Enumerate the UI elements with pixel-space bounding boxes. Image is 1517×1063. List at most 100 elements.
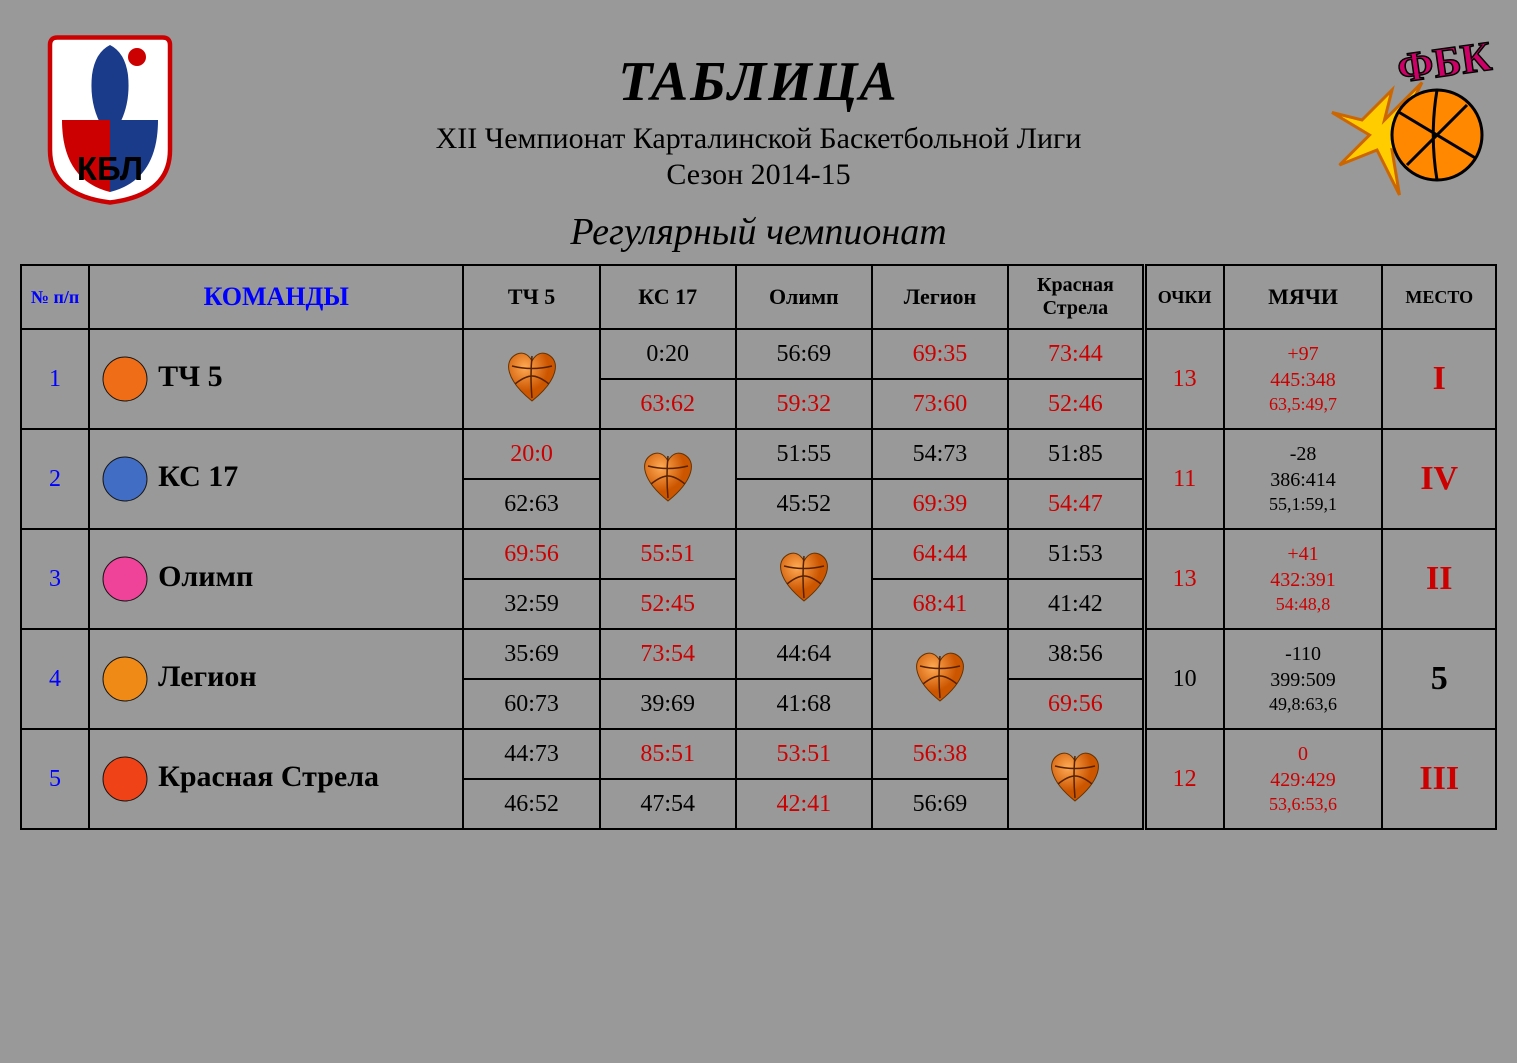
- score-cell: 0:20: [600, 329, 736, 379]
- score-cell: 60:73: [463, 679, 599, 729]
- score-cell: 55:51: [600, 529, 736, 579]
- main-title: ТАБЛИЦА: [200, 50, 1317, 114]
- score-cell: 51:53: [1008, 529, 1144, 579]
- score-cell: 47:54: [600, 779, 736, 829]
- score-cell: 46:52: [463, 779, 599, 829]
- score-cell: 53:51: [736, 729, 872, 779]
- points-cell: 13: [1144, 529, 1223, 629]
- balls-cell: 0429:42953,6:53,6: [1224, 729, 1383, 829]
- col-balls: МЯЧИ: [1224, 265, 1383, 329]
- balls-avg: 54:48,8: [1229, 593, 1378, 616]
- score-cell: 44:73: [463, 729, 599, 779]
- balls-avg: 63,5:49,7: [1229, 393, 1378, 416]
- score-cell: 41:68: [736, 679, 872, 729]
- row-num: 2: [21, 429, 89, 529]
- table-row: 5Красная Стрела44:7385:5153:5156:3812042…: [21, 729, 1496, 779]
- score-cell: 35:69: [463, 629, 599, 679]
- score-cell: 54:73: [872, 429, 1008, 479]
- balls-ratio: 386:414: [1229, 467, 1378, 493]
- place-cell: III: [1382, 729, 1496, 829]
- balls-diff: -28: [1229, 441, 1378, 467]
- season: Сезон 2014-15: [200, 158, 1317, 192]
- table-row: 2КС 1720:051:5554:7351:8511-28386:41455,…: [21, 429, 1496, 479]
- score-cell: 69:56: [463, 529, 599, 579]
- place-cell: I: [1382, 329, 1496, 429]
- row-num: 4: [21, 629, 89, 729]
- diagonal-cell: [872, 629, 1008, 729]
- score-cell: 73:44: [1008, 329, 1144, 379]
- points-cell: 10: [1144, 629, 1223, 729]
- table-row: 3Олимп69:5655:5164:4451:5313+41432:39154…: [21, 529, 1496, 579]
- balls-diff: +41: [1229, 541, 1378, 567]
- balls-cell: +97445:34863,5:49,7: [1224, 329, 1383, 429]
- header-row: № п/п КОМАНДЫ ТЧ 5 КС 17 Олимп Легион Кр…: [21, 265, 1496, 329]
- col-opp-4: Красная Стрела: [1008, 265, 1144, 329]
- score-cell: 52:46: [1008, 379, 1144, 429]
- row-num: 5: [21, 729, 89, 829]
- col-opp-3: Легион: [872, 265, 1008, 329]
- team-name-cell: Легион: [89, 629, 463, 729]
- score-cell: 32:59: [463, 579, 599, 629]
- cursive-subtitle: Регулярный чемпионат: [200, 210, 1317, 254]
- score-cell: 69:39: [872, 479, 1008, 529]
- place-cell: IV: [1382, 429, 1496, 529]
- score-cell: 42:41: [736, 779, 872, 829]
- col-opp-0: ТЧ 5: [463, 265, 599, 329]
- team-name: Красная Стрела: [158, 760, 379, 793]
- balls-ratio: 399:509: [1229, 667, 1378, 693]
- standings-table: № п/п КОМАНДЫ ТЧ 5 КС 17 Олимп Легион Кр…: [20, 264, 1497, 830]
- points-cell: 12: [1144, 729, 1223, 829]
- place-cell: 5: [1382, 629, 1496, 729]
- balls-cell: -28386:41455,1:59,1: [1224, 429, 1383, 529]
- score-cell: 56:69: [736, 329, 872, 379]
- col-points: ОЧКИ: [1144, 265, 1223, 329]
- col-num: № п/п: [21, 265, 89, 329]
- score-cell: 38:56: [1008, 629, 1144, 679]
- table-row: 1ТЧ 50:2056:6969:3573:4413+97445:34863,5…: [21, 329, 1496, 379]
- team-name-cell: ТЧ 5: [89, 329, 463, 429]
- svg-text:КБЛ: КБЛ: [77, 150, 143, 187]
- score-cell: 69:35: [872, 329, 1008, 379]
- score-cell: 20:0: [463, 429, 599, 479]
- balls-ratio: 432:391: [1229, 567, 1378, 593]
- header: КБЛ ТАБЛИЦА XII Чемпионат Карталинской Б…: [20, 20, 1497, 254]
- logo-left-kbl: КБЛ: [20, 20, 200, 220]
- score-cell: 45:52: [736, 479, 872, 529]
- points-cell: 13: [1144, 329, 1223, 429]
- score-cell: 85:51: [600, 729, 736, 779]
- score-cell: 63:62: [600, 379, 736, 429]
- col-teams: КОМАНДЫ: [89, 265, 463, 329]
- svg-text:ФБК: ФБК: [1394, 34, 1494, 93]
- balls-diff: +97: [1229, 341, 1378, 367]
- diagonal-cell: [736, 529, 872, 629]
- logo-right-fbk: ФБК: [1317, 20, 1497, 220]
- score-cell: 41:42: [1008, 579, 1144, 629]
- diagonal-cell: [600, 429, 736, 529]
- score-cell: 56:38: [872, 729, 1008, 779]
- score-cell: 73:60: [872, 379, 1008, 429]
- col-opp-1: КС 17: [600, 265, 736, 329]
- balls-ratio: 429:429: [1229, 767, 1378, 793]
- score-cell: 68:41: [872, 579, 1008, 629]
- subtitle: XII Чемпионат Карталинской Баскетбольной…: [200, 122, 1317, 156]
- row-num: 3: [21, 529, 89, 629]
- table-row: 4Легион35:6973:5444:6438:5610-110399:509…: [21, 629, 1496, 679]
- title-block: ТАБЛИЦА XII Чемпионат Карталинской Баске…: [200, 20, 1317, 254]
- score-cell: 73:54: [600, 629, 736, 679]
- score-cell: 44:64: [736, 629, 872, 679]
- balls-diff: 0: [1229, 741, 1378, 767]
- balls-avg: 49,8:63,6: [1229, 693, 1378, 716]
- balls-avg: 55,1:59,1: [1229, 493, 1378, 516]
- diagonal-cell: [463, 329, 599, 429]
- score-cell: 64:44: [872, 529, 1008, 579]
- score-cell: 51:55: [736, 429, 872, 479]
- balls-cell: -110399:50949,8:63,6: [1224, 629, 1383, 729]
- score-cell: 52:45: [600, 579, 736, 629]
- balls-avg: 53,6:53,6: [1229, 793, 1378, 816]
- score-cell: 54:47: [1008, 479, 1144, 529]
- diagonal-cell: [1008, 729, 1144, 829]
- team-name-cell: Красная Стрела: [89, 729, 463, 829]
- team-name-cell: Олимп: [89, 529, 463, 629]
- col-place: МЕСТО: [1382, 265, 1496, 329]
- balls-cell: +41432:39154:48,8: [1224, 529, 1383, 629]
